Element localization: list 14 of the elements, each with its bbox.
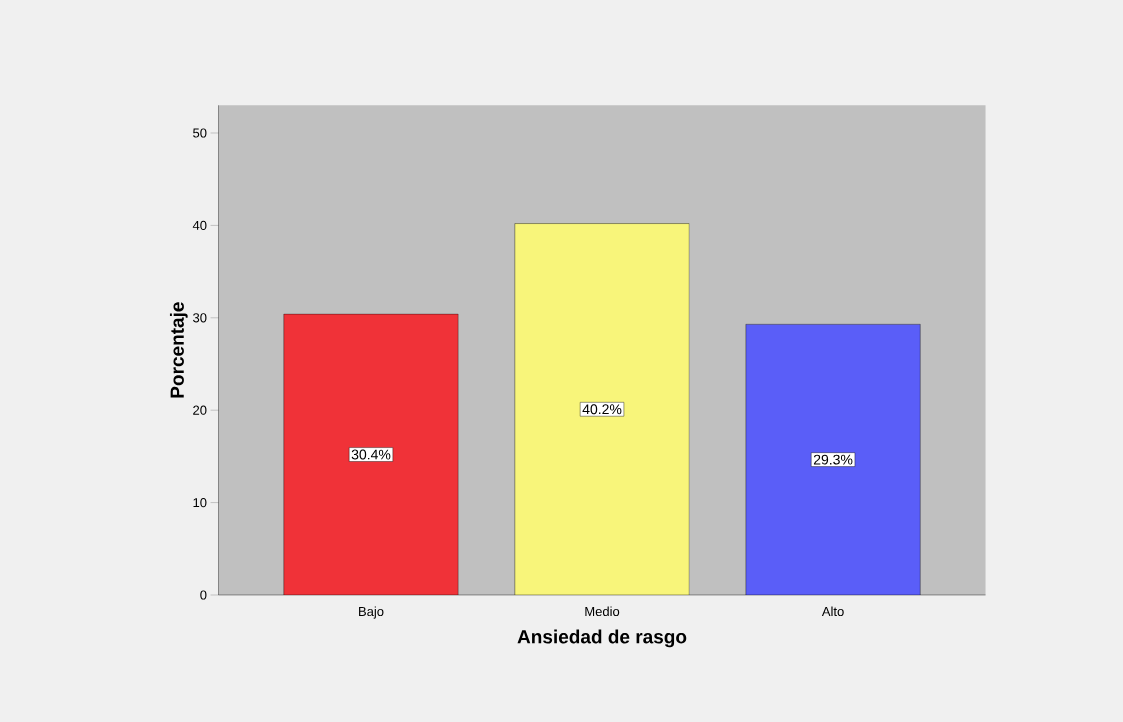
data-label: 29.3%	[813, 454, 853, 465]
y-tick-label: 20	[193, 405, 207, 415]
y-tick-label: 50	[193, 128, 207, 138]
x-axis-title: Ansiedad de rasgo	[517, 629, 687, 648]
y-axis-title: Porcentaje	[169, 302, 188, 398]
y-tick-label: 40	[192, 220, 207, 230]
data-label: 30.4%	[351, 449, 391, 460]
x-tick-label: Medio	[585, 606, 620, 617]
y-tick-label: 10	[193, 497, 207, 508]
x-tick-label: Bajo	[359, 606, 384, 619]
y-tick-label: 30	[193, 313, 207, 323]
data-label: 40.2%	[582, 404, 622, 415]
x-tick-label: Alto	[821, 606, 844, 617]
y-tick-label: 0	[200, 590, 207, 600]
